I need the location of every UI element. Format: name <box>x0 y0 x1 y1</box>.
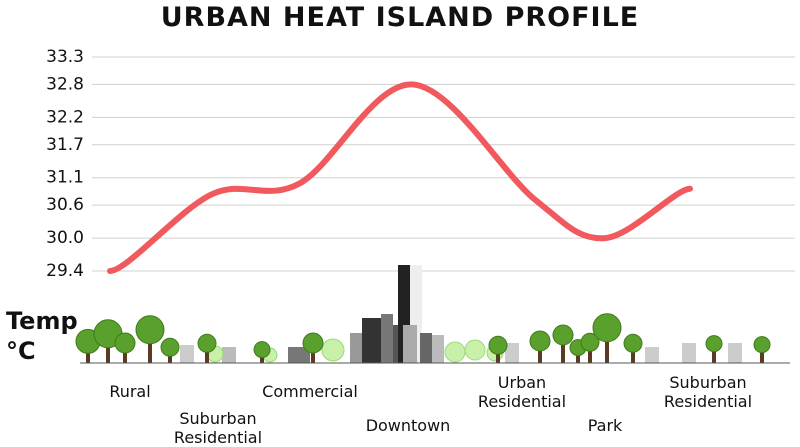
tree-trunk <box>148 334 152 363</box>
tree-crown <box>114 332 136 354</box>
tree-crown <box>592 313 622 343</box>
y-tick-label: 29.4 <box>46 261 84 281</box>
tree-trunk <box>760 347 764 363</box>
tree-crown <box>580 332 600 352</box>
tree-trunk <box>123 346 127 363</box>
y-tick-label: 30.0 <box>46 228 84 248</box>
tree-trunk <box>86 345 90 363</box>
zone-label: Rural <box>109 382 151 401</box>
tree-crown <box>529 330 551 352</box>
tree-crown <box>488 335 508 355</box>
tree-crown <box>160 337 180 357</box>
tree-trunk <box>205 346 209 363</box>
y-tick-label: 31.1 <box>46 168 84 188</box>
tree-crown <box>623 333 643 353</box>
y-tick-label: 31.7 <box>46 135 84 155</box>
y-tick-label: 33.3 <box>46 47 84 67</box>
tree-trunk <box>576 350 580 363</box>
scenery <box>75 265 790 364</box>
tree-trunk <box>106 338 110 363</box>
zone-label: Urban Residential <box>477 373 567 411</box>
tree-trunk <box>311 346 315 363</box>
tree-crown <box>302 332 324 354</box>
temperature-line <box>107 81 693 274</box>
tree-crown <box>552 324 574 346</box>
zone-label: Suburban Residential <box>663 373 753 411</box>
zone-label: Commercial <box>262 382 358 401</box>
y-axis-label: Temp °C <box>6 307 78 365</box>
tree-trunk <box>631 346 635 363</box>
y-tick-label: 30.6 <box>46 195 84 215</box>
y-tick-label: 32.8 <box>46 74 84 94</box>
y-tick-label: 32.2 <box>46 107 84 127</box>
tree-crown <box>753 336 771 354</box>
tree-trunk <box>712 346 716 363</box>
tree-trunk <box>496 348 500 363</box>
tree-trunk <box>538 344 542 363</box>
tree-crown <box>253 341 271 359</box>
tree-trunk <box>588 345 592 363</box>
zone-label: Park <box>587 416 623 435</box>
tree-crown <box>135 315 165 345</box>
zone-label: Downtown <box>365 416 451 435</box>
zone-label: Suburban Residential <box>173 409 263 447</box>
chart-title: URBAN HEAT ISLAND PROFILE <box>160 2 640 33</box>
tree-crown <box>705 335 723 353</box>
tree-trunk <box>561 338 565 363</box>
tree-crown <box>197 333 217 353</box>
tree-trunk <box>605 332 609 363</box>
